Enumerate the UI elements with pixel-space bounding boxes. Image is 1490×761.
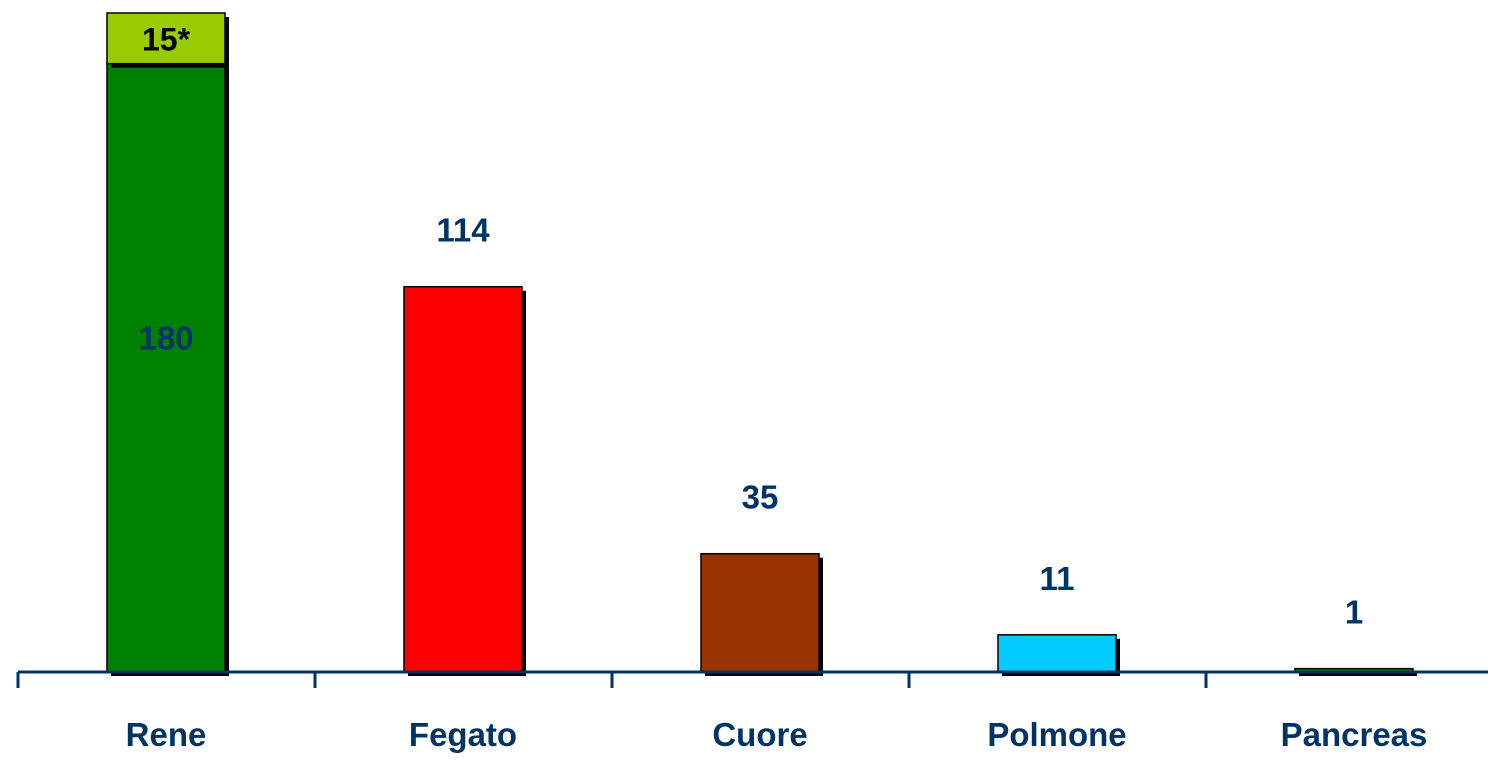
data-label-stack-rene: 15* xyxy=(142,21,191,57)
data-label-cuore: 35 xyxy=(742,479,779,516)
tick-label-polmone: Polmone xyxy=(987,716,1126,753)
data-label-polmone: 11 xyxy=(1040,560,1075,597)
labels-layer: 15* 180 Rene 114 Fegato 35 Cuore 11 Polmone 1 Panc… xyxy=(126,21,1428,753)
tick-label-cuore: Cuore xyxy=(712,716,807,753)
x-axis xyxy=(16,670,1488,688)
data-label-pancreas: 1 xyxy=(1345,594,1363,631)
data-label-fegato: 114 xyxy=(436,212,490,249)
bar-cuore xyxy=(700,552,820,673)
bar-stack-rene xyxy=(106,12,226,65)
tick-label-pancreas: Pancreas xyxy=(1281,716,1428,753)
bar-polmone xyxy=(997,634,1117,673)
bars-layer xyxy=(106,12,1417,676)
bar-fegato xyxy=(403,285,523,673)
bar-rene xyxy=(106,62,226,673)
tick-label-rene: Rene xyxy=(126,716,207,753)
data-label-rene: 180 xyxy=(138,319,193,356)
tick-label-fegato: Fegato xyxy=(409,716,517,753)
bar-shadow-pancreas xyxy=(1299,672,1417,676)
